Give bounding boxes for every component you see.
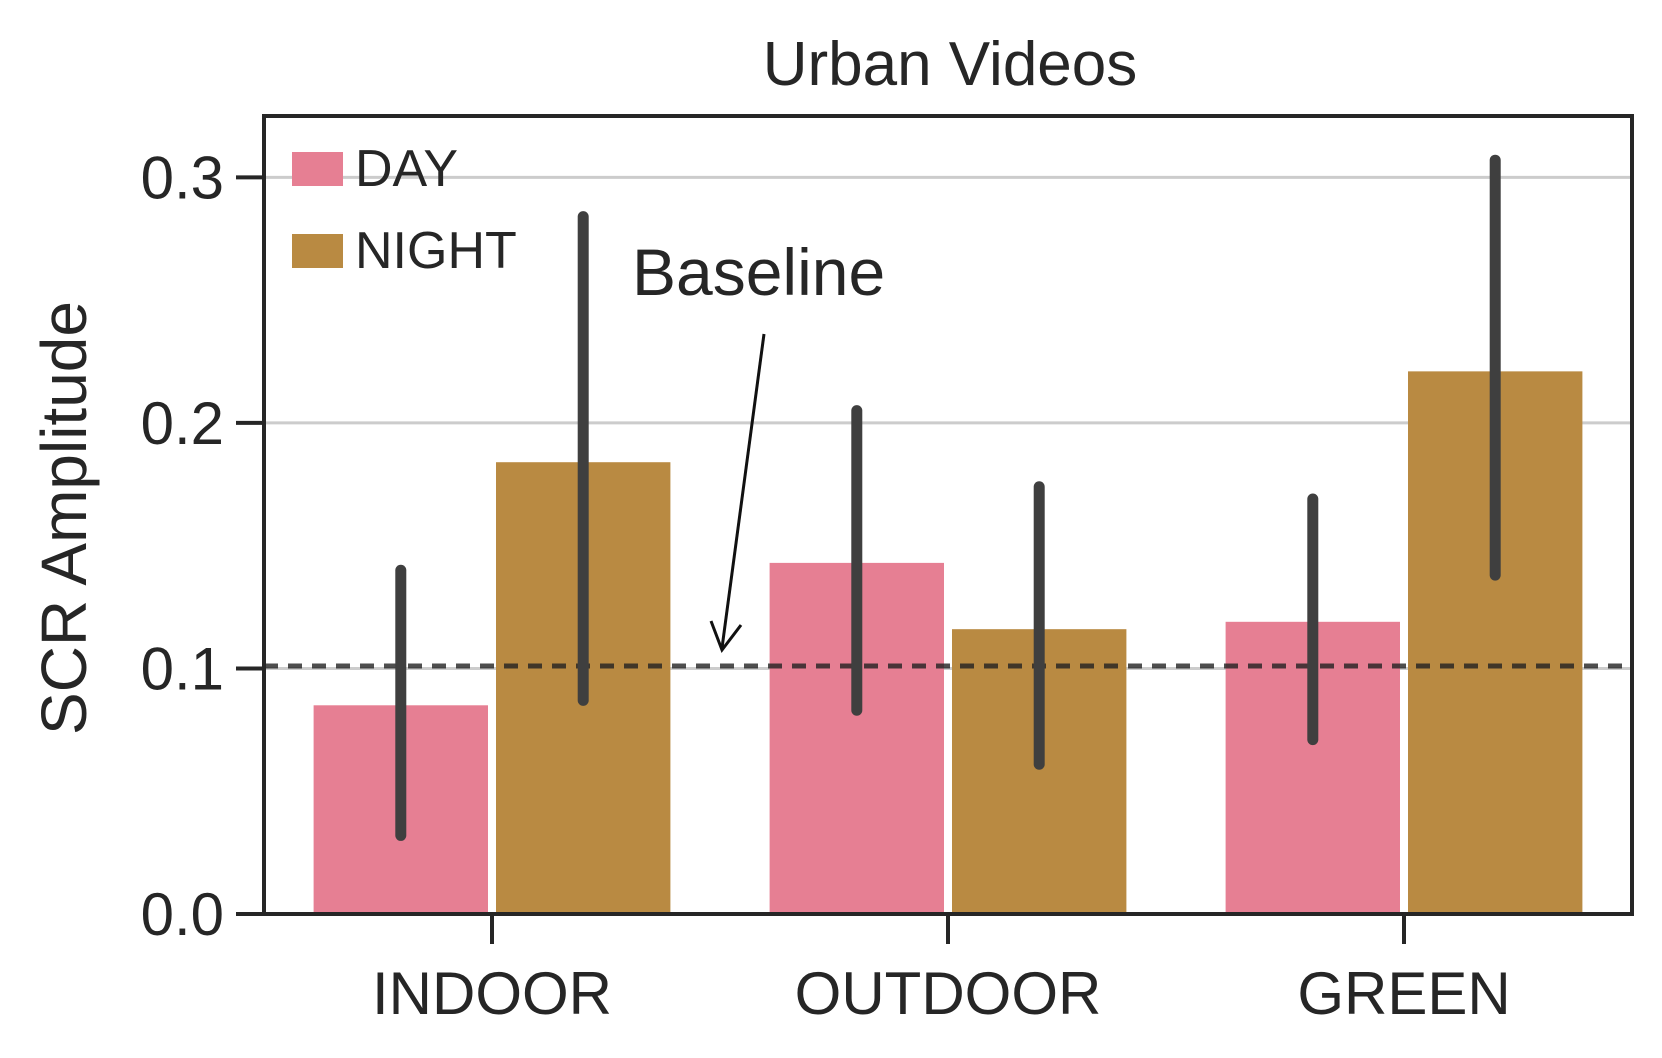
- legend-label-night: NIGHT: [355, 222, 517, 280]
- x-tick-label-green: GREEN: [1297, 960, 1510, 1027]
- y-axis-label: SCR Amplitude: [28, 301, 100, 735]
- legend: DAY NIGHT: [292, 140, 517, 280]
- x-tick-label-indoor: INDOOR: [372, 960, 612, 1027]
- x-axis-ticks: INDOOR OUTDOOR GREEN: [372, 914, 1511, 1027]
- y-tick-label-1: 0.1: [141, 635, 224, 702]
- error-bars: [395, 154, 1501, 841]
- legend-swatch-day: [292, 152, 343, 186]
- y-tick-label-0: 0.0: [141, 881, 224, 948]
- y-tick-label-3: 0.3: [141, 144, 224, 211]
- baseline-annotation-arrow: [720, 333, 766, 649]
- baseline-annotation: Baseline: [632, 235, 885, 654]
- chart-title: Urban Videos: [763, 30, 1138, 99]
- y-tick-label-2: 0.2: [141, 390, 224, 457]
- y-axis-ticks: 0.0 0.1 0.2 0.3: [141, 144, 264, 948]
- legend-swatch-night: [292, 234, 343, 268]
- bars: [313, 371, 1583, 914]
- legend-label-day: DAY: [355, 140, 458, 198]
- baseline-annotation-label: Baseline: [632, 235, 885, 309]
- x-tick-label-outdoor: OUTDOOR: [795, 960, 1102, 1027]
- baseline-annotation-arrowhead: [709, 620, 743, 654]
